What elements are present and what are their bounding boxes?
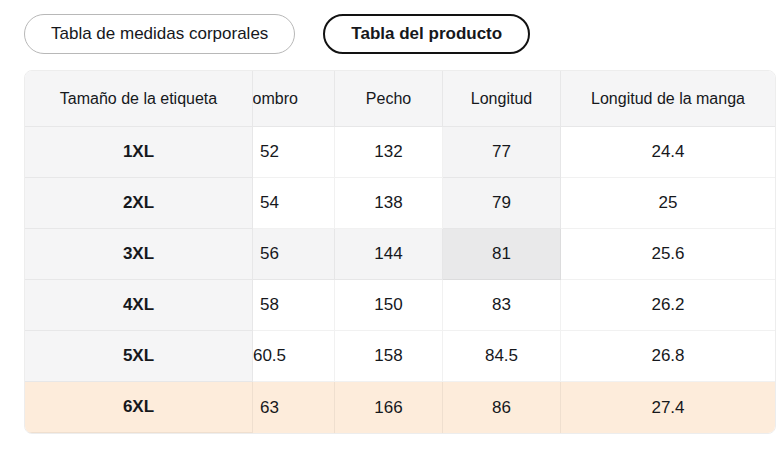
row-3xl: 3XL 56 144 81 25.6 bbox=[25, 229, 775, 280]
size-table-card: Tamaño de la etiqueta Hombro Pecho Longi… bbox=[24, 70, 776, 434]
header-row: Tamaño de la etiqueta Hombro Pecho Longi… bbox=[25, 71, 775, 127]
row-6xl-selected: 6XL 63 166 86 27.4 bbox=[25, 382, 775, 433]
size-cell[interactable]: 138 bbox=[335, 178, 443, 229]
row-2xl: 2XL 54 138 79 25 bbox=[25, 178, 775, 229]
size-cell[interactable]: 27.4 bbox=[561, 382, 775, 433]
size-cell[interactable]: 26.2 bbox=[561, 280, 775, 331]
size-chart-tabs: Tabla de medidas corporales Tabla del pr… bbox=[0, 0, 784, 54]
size-table: Tamaño de la etiqueta Hombro Pecho Longi… bbox=[25, 71, 775, 433]
size-label-cell[interactable]: 2XL bbox=[25, 178, 253, 229]
row-4xl: 4XL 58 150 83 26.2 bbox=[25, 280, 775, 331]
size-label-cell[interactable]: 6XL bbox=[25, 382, 253, 433]
row-1xl: 1XL 52 132 77 24.4 bbox=[25, 127, 775, 178]
size-cell[interactable]: 25 bbox=[561, 178, 775, 229]
size-cell[interactable]: 158 bbox=[335, 331, 443, 382]
size-cell[interactable]: 26.8 bbox=[561, 331, 775, 382]
size-label-cell[interactable]: 4XL bbox=[25, 280, 253, 331]
size-cell[interactable]: 132 bbox=[335, 127, 443, 178]
size-cell-hovered[interactable]: 81 bbox=[443, 229, 561, 280]
col-header-length: Longitud bbox=[443, 71, 561, 127]
size-cell[interactable]: 86 bbox=[443, 382, 561, 433]
size-cell[interactable]: 166 bbox=[335, 382, 443, 433]
size-table-scroll[interactable]: Tamaño de la etiqueta Hombro Pecho Longi… bbox=[25, 71, 775, 433]
size-cell[interactable]: 79 bbox=[443, 178, 561, 229]
size-label-cell[interactable]: 3XL bbox=[25, 229, 253, 280]
tab-product-measurements[interactable]: Tabla del producto bbox=[323, 14, 530, 54]
row-5xl: 5XL 60.5 158 84.5 26.8 bbox=[25, 331, 775, 382]
tab-body-measurements[interactable]: Tabla de medidas corporales bbox=[24, 14, 295, 54]
size-cell[interactable]: 24.4 bbox=[561, 127, 775, 178]
size-label-cell[interactable]: 5XL bbox=[25, 331, 253, 382]
size-cell[interactable]: 150 bbox=[335, 280, 443, 331]
size-cell[interactable]: 77 bbox=[443, 127, 561, 178]
size-cell[interactable]: 84.5 bbox=[443, 331, 561, 382]
size-cell[interactable]: 144 bbox=[335, 229, 443, 280]
size-label-cell[interactable]: 1XL bbox=[25, 127, 253, 178]
col-header-chest: Pecho bbox=[335, 71, 443, 127]
col-header-label-size: Tamaño de la etiqueta bbox=[25, 71, 253, 127]
size-cell[interactable]: 83 bbox=[443, 280, 561, 331]
col-header-sleeve-length: Longitud de la manga bbox=[561, 71, 775, 127]
size-cell[interactable]: 25.6 bbox=[561, 229, 775, 280]
